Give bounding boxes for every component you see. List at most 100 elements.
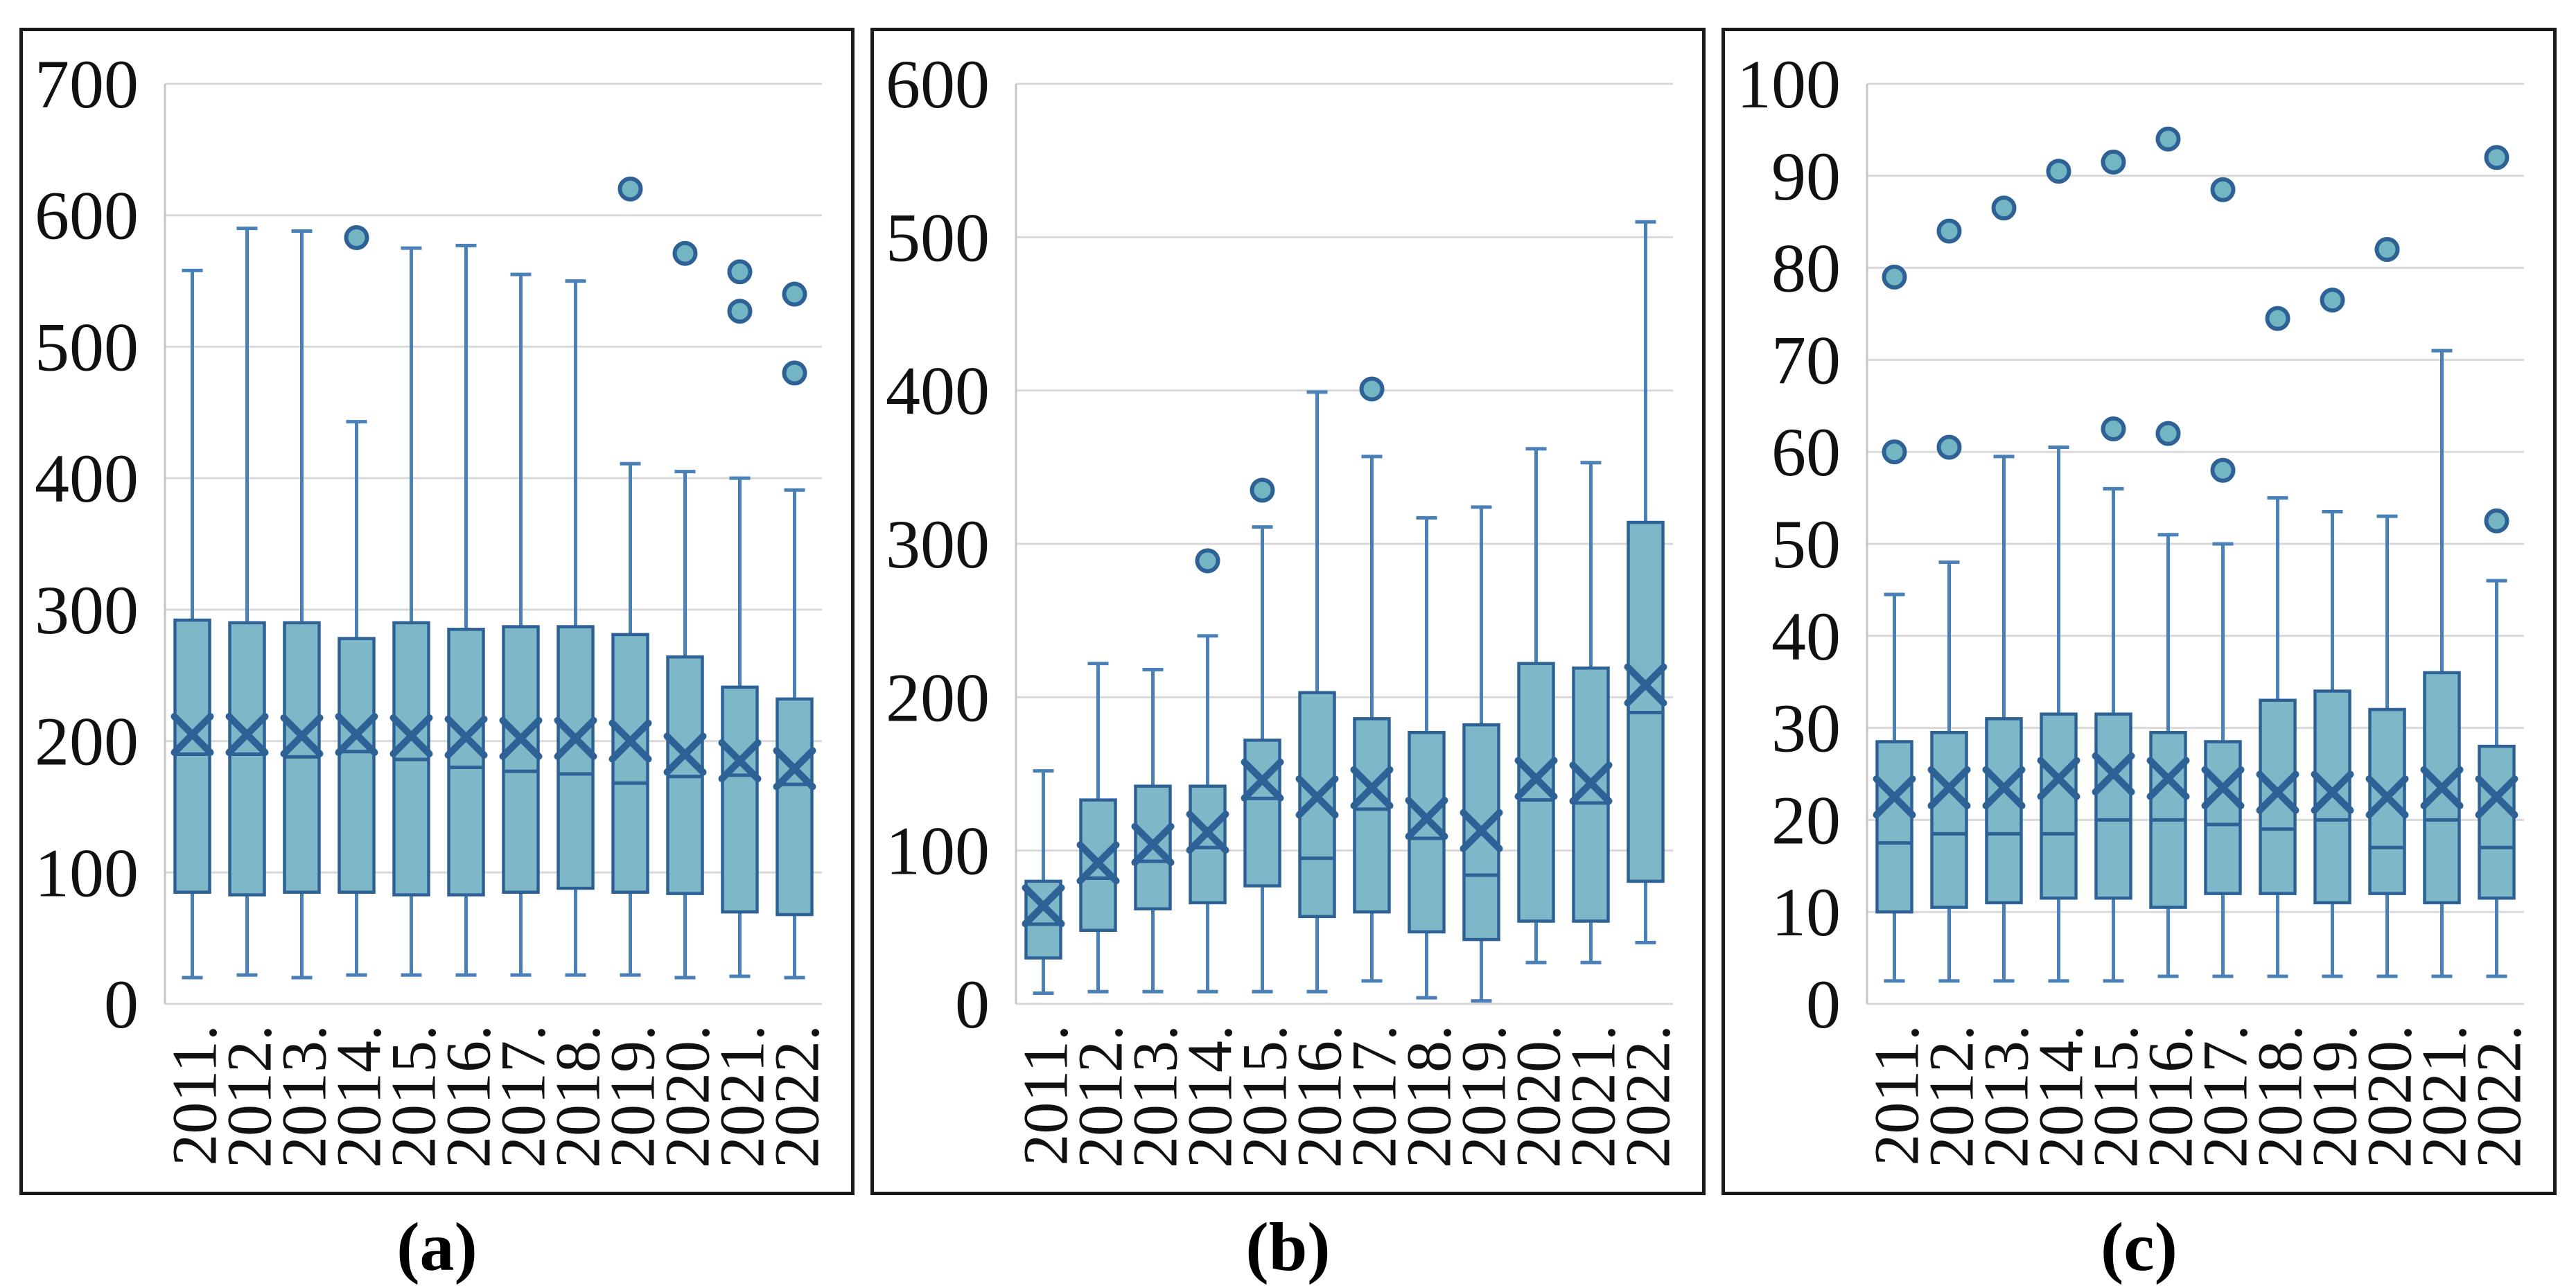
x-tick-label: 2015.	[2080, 1025, 2151, 1168]
x-tick-label: 2020.	[1503, 1025, 1574, 1168]
x-tick-label: 2022.	[762, 1025, 832, 1168]
outlier-point	[2155, 126, 2181, 152]
x-tick-label: 2014.	[2026, 1025, 2096, 1168]
y-tick-label: 600	[886, 46, 990, 123]
x-tick-label: 2014.	[1175, 1025, 1245, 1168]
iqr-box	[611, 633, 649, 894]
outlier-point	[1936, 434, 1962, 460]
iqr-box	[2094, 712, 2132, 900]
outlier-point	[672, 240, 698, 266]
y-tick-label: 400	[35, 440, 139, 517]
outlier-point	[727, 259, 753, 285]
y-tick-label: 0	[1806, 966, 1841, 1043]
iqr-box	[557, 625, 595, 890]
x-tick-label: 2012.	[214, 1025, 285, 1168]
outlier-point	[2484, 145, 2509, 170]
mean-x-marker	[1076, 841, 1120, 885]
y-tick-label: 0	[955, 966, 990, 1043]
mean-x-marker	[2365, 775, 2409, 819]
iqr-box	[228, 621, 266, 897]
iqr-box	[1930, 730, 1968, 909]
x-tick-label: 2022.	[2464, 1025, 2534, 1168]
iqr-box	[1985, 717, 2023, 905]
x-tick-label: 2014.	[324, 1025, 394, 1168]
x-tick-label: 2020.	[2354, 1025, 2425, 1168]
caption-c: (c)	[2101, 1208, 2178, 1285]
outlier-point	[2101, 416, 2126, 441]
y-tick-label: 500	[886, 199, 990, 276]
x-tick-label: 2011.	[1861, 1025, 1932, 1166]
boxplot-chart-b: 01002003004005006002011.2012.2013.2014.2…	[886, 46, 1683, 1168]
x-tick-label: 2017.	[2190, 1025, 2261, 1168]
iqr-box	[2204, 740, 2242, 895]
y-tick-label: 100	[886, 813, 990, 890]
iqr-box	[1243, 739, 1281, 888]
x-tick-label: 2021.	[2409, 1025, 2480, 1168]
y-tick-label: 50	[1771, 506, 1841, 583]
y-tick-label: 80	[1771, 230, 1841, 307]
mean-x-marker	[1624, 663, 1667, 707]
y-tick-label: 100	[1737, 46, 1841, 123]
mean-x-marker	[280, 714, 324, 757]
iqr-box	[338, 637, 376, 894]
x-tick-label: 2013.	[269, 1025, 340, 1168]
mean-x-marker	[1927, 766, 1971, 809]
x-tick-label: 2012.	[1065, 1025, 1136, 1168]
mean-x-marker	[499, 716, 543, 760]
iqr-box	[1875, 740, 1913, 914]
mean-x-marker	[2420, 766, 2464, 809]
iqr-box	[502, 625, 540, 894]
panel-b: 0 100 200 300 400 500 600 2011. 2012. 2013. 2014. 2…	[870, 28, 1706, 1195]
mean-x-marker	[1022, 884, 1065, 928]
x-tick-label: 2013.	[1971, 1025, 2042, 1168]
x-tick-label: 2018.	[543, 1025, 613, 1168]
y-tick-label: 70	[1771, 321, 1841, 398]
y-tick-label: 200	[35, 703, 139, 780]
mean-x-marker	[2201, 766, 2245, 809]
iqr-box	[776, 697, 814, 917]
x-tick-label: 2020.	[652, 1025, 723, 1168]
mean-x-marker	[2311, 770, 2354, 814]
outlier-point	[2046, 159, 2071, 184]
mean-x-marker	[1295, 775, 1339, 819]
outlier-point	[1250, 477, 1275, 503]
iqr-box	[2313, 689, 2351, 905]
boxplot-chart-a: 01002003004005006007002011.2012.2013.201…	[35, 46, 832, 1168]
mean-x-marker	[1405, 797, 1448, 840]
y-tick-label: 500	[35, 308, 139, 385]
mean-x-marker	[1982, 766, 2026, 809]
x-tick-label: 2015.	[378, 1025, 449, 1168]
outlier-point	[1991, 195, 2017, 221]
x-tick-label: 2016.	[433, 1025, 504, 1168]
outlier-point	[1936, 218, 1962, 244]
y-tick-label: 60	[1771, 414, 1841, 491]
iqr-box	[721, 685, 759, 914]
mean-x-marker	[554, 716, 597, 760]
mean-x-marker	[2475, 775, 2518, 819]
iqr-box	[2040, 712, 2078, 900]
x-tick-label: 2021.	[1558, 1025, 1629, 1168]
mean-x-marker	[1186, 811, 1229, 854]
x-tick-label: 2018.	[2245, 1025, 2315, 1168]
y-tick-label: 20	[1771, 782, 1841, 858]
x-tick-label: 2019.	[1448, 1025, 1519, 1168]
x-tick-label: 2016.	[2135, 1025, 2206, 1168]
y-tick-label: 30	[1771, 690, 1841, 767]
outlier-point	[782, 281, 807, 307]
mean-x-marker	[2037, 757, 2080, 800]
x-tick-label: 2013.	[1120, 1025, 1191, 1168]
outlier-point	[2265, 306, 2290, 331]
x-tick-label: 2016.	[1284, 1025, 1355, 1168]
mean-x-marker	[444, 715, 488, 759]
iqr-box	[447, 628, 485, 897]
mean-x-marker	[1241, 758, 1284, 802]
outlier-point	[2374, 237, 2400, 263]
x-tick-label: 2018.	[1394, 1025, 1464, 1168]
x-tick-label: 2011.	[1010, 1025, 1081, 1166]
y-tick-label: 100	[35, 834, 139, 911]
outlier-point	[2484, 508, 2509, 533]
x-tick-label: 2022.	[1613, 1025, 1683, 1168]
mean-x-marker	[718, 739, 762, 783]
y-tick-label: 300	[886, 506, 990, 583]
x-tick-label: 2019.	[2299, 1025, 2370, 1168]
